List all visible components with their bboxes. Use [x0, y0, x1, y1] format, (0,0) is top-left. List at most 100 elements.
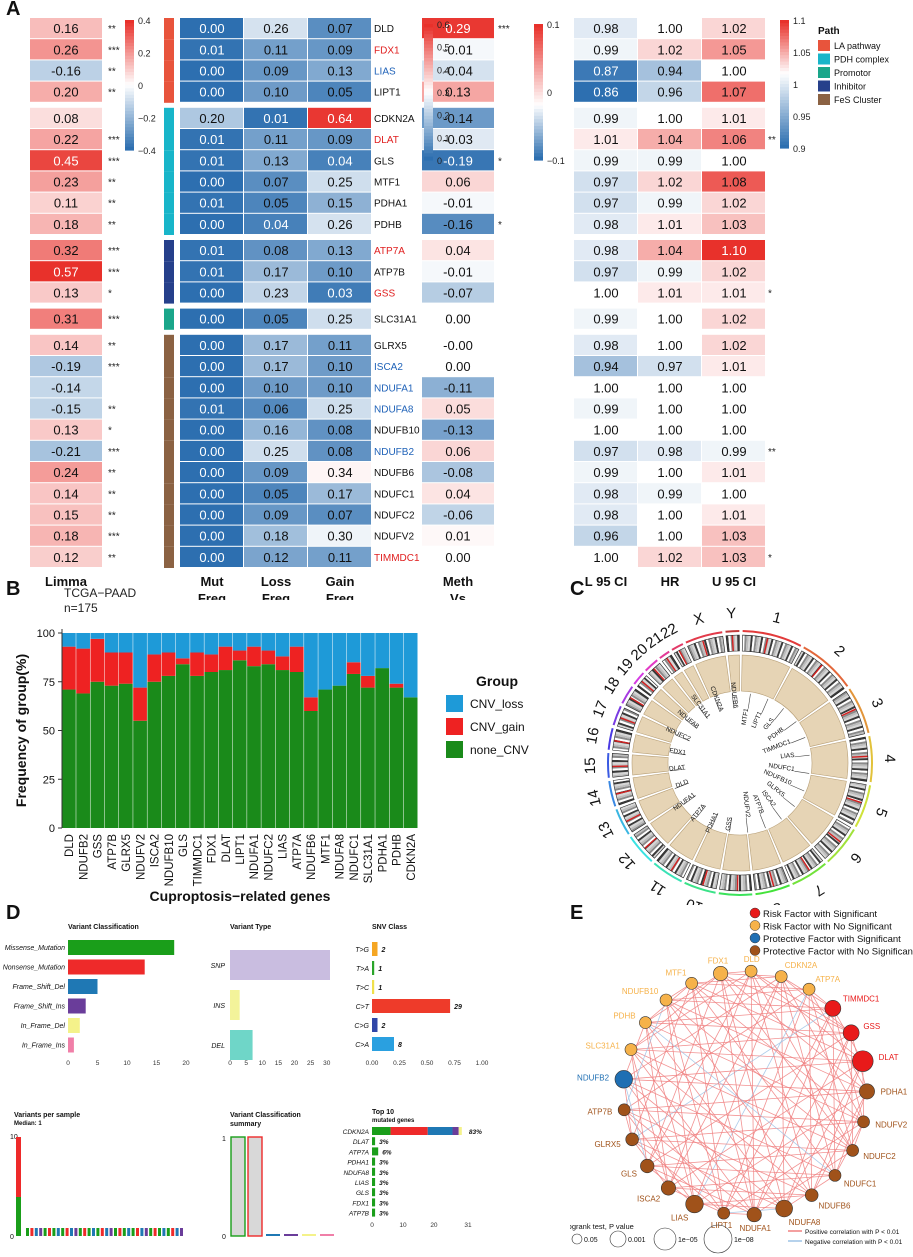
freq-legend-gradient: [424, 27, 433, 32]
gain-value: 0.04: [327, 153, 352, 168]
ideogram-band: [618, 720, 635, 728]
hr-value: 1.00: [657, 380, 682, 395]
limma-cell: [30, 261, 102, 282]
meth-legend-gradient: [534, 37, 543, 42]
ideogram-band: [815, 668, 828, 682]
freq-legend-gradient: [424, 64, 433, 69]
chart-title: TCGA−PAAD: [64, 586, 136, 600]
l95-cell: [574, 261, 637, 282]
ideogram-band: [612, 753, 629, 757]
bar-none-cnv: [147, 681, 162, 828]
u95-value: 1.00: [721, 153, 746, 168]
bar-cnv-gain: [133, 687, 147, 721]
ideogram-band: [633, 825, 649, 837]
ideogram-band: [786, 646, 796, 662]
ideogram-band: [825, 680, 840, 693]
freq-legend-gradient: [424, 115, 433, 120]
u95-value: 1.05: [721, 42, 746, 57]
top10-bar: [372, 1157, 376, 1166]
ideogram-band: [620, 804, 637, 812]
hr-legend-gradient: [780, 106, 789, 111]
ideogram-band: [640, 833, 654, 845]
legend-dot: [749, 907, 761, 919]
ideogram-band: [851, 747, 868, 752]
gene-connector: [759, 814, 766, 829]
ideogram-band: [762, 872, 768, 889]
meth-legend-gradient: [534, 136, 543, 141]
hr-legend-gradient: [780, 26, 789, 31]
hr-legend-tick: 1.05: [793, 48, 811, 58]
centromere-mark: [811, 664, 823, 678]
vps-subtitle: Median: 1: [14, 1121, 42, 1127]
chromosome-color-arc: [803, 646, 849, 687]
ideogram-band: [613, 781, 630, 787]
ideogram-band: [778, 867, 787, 884]
ideogram-band: [805, 658, 817, 673]
limma-value: 0.13: [53, 423, 78, 438]
gene-node-label: GLRX5: [594, 1140, 621, 1149]
vt-tick: 5: [244, 1060, 248, 1067]
gain-cell: [308, 171, 371, 192]
chromosome-label: 2: [831, 642, 849, 660]
ideogram-band: [845, 721, 862, 729]
centromere-mark: [841, 708, 857, 717]
ideogram-band: [829, 828, 844, 840]
hr-legend-tick: 0.9: [793, 144, 806, 154]
gain-value: 0.64: [327, 111, 352, 126]
ideogram-band: [794, 650, 804, 666]
hr-legend-tick: 0.95: [793, 112, 811, 122]
loss-cell: [244, 546, 307, 567]
u95-cell: [702, 440, 765, 461]
vcs-bar: [320, 1234, 334, 1236]
mut-cell: [180, 440, 243, 461]
centromere-mark: [731, 635, 734, 652]
ideogram-band: [830, 686, 845, 698]
path-strip-cell: [164, 419, 174, 441]
ideogram-band: [826, 833, 840, 845]
limma-value: 0.20: [53, 85, 78, 100]
ideogram-band: [769, 870, 776, 887]
gene-label: DLAT: [374, 135, 399, 146]
vt-tick: 10: [259, 1060, 267, 1067]
limma-value: -0.14: [51, 380, 81, 395]
u95-value: 1.00: [721, 380, 746, 395]
path-strip-cell: [164, 282, 174, 304]
hr-legend-gradient: [780, 48, 789, 53]
correlation-edge: [783, 1032, 852, 1209]
ideogram-outline: [849, 736, 869, 782]
limma-value: 0.15: [53, 508, 78, 523]
path-strip-cell: [164, 129, 174, 151]
data-track: [662, 678, 696, 714]
column-label-hr: HR: [661, 574, 680, 589]
meth-legend-gradient: [534, 126, 543, 130]
panel-d-maf-summary: Variant ClassificationMissense_MutationN…: [3, 924, 489, 1241]
gene-label: GSS: [725, 816, 734, 831]
ideogram-band: [803, 657, 815, 672]
ideogram-band: [714, 637, 720, 654]
snv-count: 1: [378, 985, 382, 992]
bar-cnv-loss: [318, 633, 333, 690]
gain-cell: [308, 398, 371, 419]
limma-value: 0.18: [53, 529, 78, 544]
u95-cell: [702, 60, 765, 81]
bar-cnv-loss: [232, 633, 247, 651]
u95-value: 1.02: [721, 264, 746, 279]
u95-value: 1.01: [721, 286, 746, 301]
ideogram-band: [819, 840, 833, 853]
vcs-title: Variant Classification: [230, 1112, 301, 1119]
hr-value: 0.96: [657, 85, 682, 100]
gene-node: [625, 1132, 639, 1147]
limma-significance: ***: [108, 447, 120, 458]
freq-legend-gradient: [424, 85, 433, 90]
limma-cell: [30, 525, 102, 546]
gene-connector: [772, 807, 782, 820]
bar-cnv-loss: [361, 633, 375, 676]
mut-value: 0.00: [199, 359, 224, 374]
chromosome-color-arc: [615, 809, 630, 835]
limma-cell: [30, 60, 102, 81]
corr-legend-label: Negative correlation with P < 0.01: [805, 1239, 903, 1246]
loss-value: 0.18: [263, 529, 288, 544]
l95-value: 1.00: [593, 286, 618, 301]
loss-cell: [244, 213, 307, 234]
ideogram-band: [612, 755, 629, 759]
